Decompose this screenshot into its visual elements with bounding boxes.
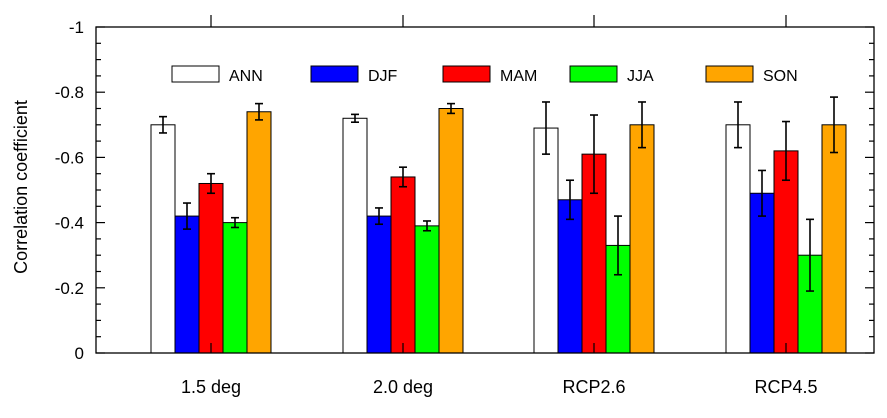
bar-djf-1 bbox=[366, 215, 392, 354]
legend-swatch bbox=[705, 65, 754, 83]
error-bar-djf-2 bbox=[566, 179, 574, 221]
bar-ann-2 bbox=[533, 127, 559, 354]
error-bar-djf-1 bbox=[375, 207, 383, 226]
y-axis-label: Correlation coefficient bbox=[11, 100, 31, 274]
legend-label: SON bbox=[763, 68, 798, 85]
error-bar-son-3 bbox=[830, 96, 838, 154]
bar-jja-1 bbox=[414, 225, 440, 354]
error-bars-layer bbox=[159, 96, 838, 292]
error-bar-ann-0 bbox=[159, 115, 167, 134]
bar-mam-0 bbox=[198, 182, 224, 354]
error-bar-son-2 bbox=[638, 101, 646, 149]
legend-item-ann: ANN bbox=[171, 65, 263, 85]
bars-layer bbox=[150, 108, 847, 354]
bar-son-2 bbox=[629, 124, 655, 354]
error-bar-jja-2 bbox=[614, 215, 622, 276]
legend-item-mam: MAM bbox=[442, 65, 537, 85]
y-tick-label: -0.6 bbox=[55, 148, 84, 167]
error-bar-mam-0 bbox=[207, 172, 215, 195]
error-bar-djf-0 bbox=[183, 202, 191, 230]
y-tick-label: -0.8 bbox=[55, 83, 84, 102]
bar-son-0 bbox=[246, 111, 272, 354]
y-tick-label: 0 bbox=[75, 344, 84, 363]
legend-swatch bbox=[442, 65, 491, 83]
error-bar-mam-2 bbox=[590, 114, 598, 195]
error-bar-jja-3 bbox=[806, 218, 814, 292]
legend-label: DJF bbox=[368, 68, 398, 85]
x-tick-labels: 1.5 deg 2.0 deg RCP2.6 RCP4.5 bbox=[181, 377, 818, 397]
error-bar-son-1 bbox=[447, 102, 455, 115]
x-tick-label: RCP2.6 bbox=[562, 377, 625, 397]
bar-ann-1 bbox=[342, 117, 368, 354]
y-tick-label: -0.2 bbox=[55, 279, 84, 298]
error-bar-jja-1 bbox=[423, 220, 431, 232]
legend-swatch bbox=[310, 65, 359, 83]
bar-jja-0 bbox=[222, 222, 248, 354]
bar-son-1 bbox=[438, 108, 464, 354]
error-bar-djf-3 bbox=[758, 169, 766, 217]
y-tick-label: -0.4 bbox=[55, 214, 84, 233]
x-tick-label: 1.5 deg bbox=[181, 377, 241, 397]
x-tick-label: RCP4.5 bbox=[754, 377, 817, 397]
x-tick-label: 2.0 deg bbox=[373, 377, 433, 397]
bar-djf-2 bbox=[557, 199, 583, 354]
y-axis-label-group: Correlation coefficient bbox=[11, 100, 31, 274]
error-bar-son-0 bbox=[255, 102, 263, 121]
error-bar-mam-3 bbox=[782, 120, 790, 182]
legend-item-djf: DJF bbox=[310, 65, 398, 85]
bar-ann-3 bbox=[725, 124, 751, 354]
legend: ANN DJF MAM JJA SON bbox=[171, 65, 798, 85]
bar-djf-3 bbox=[749, 192, 775, 354]
bar-ann-0 bbox=[150, 124, 176, 354]
legend-swatch bbox=[171, 65, 220, 83]
error-bar-ann-3 bbox=[734, 101, 742, 149]
y-tick-label: -1 bbox=[69, 18, 84, 37]
bar-mam-3 bbox=[773, 150, 799, 354]
legend-label: JJA bbox=[627, 68, 654, 85]
error-bar-ann-2 bbox=[542, 101, 550, 155]
legend-item-son: SON bbox=[705, 65, 798, 85]
legend-label: MAM bbox=[500, 68, 537, 85]
legend-item-jja: JJA bbox=[569, 65, 654, 85]
axis-ticks-layer bbox=[96, 15, 874, 354]
error-bar-ann-1 bbox=[351, 113, 359, 123]
bar-djf-0 bbox=[174, 215, 200, 354]
error-bar-mam-1 bbox=[399, 166, 407, 188]
legend-label: ANN bbox=[229, 68, 263, 85]
bar-mam-1 bbox=[390, 176, 416, 354]
bar-son-3 bbox=[821, 124, 847, 354]
y-tick-labels: 0 -0.2 -0.4 -0.6 -0.8 -1 bbox=[55, 18, 84, 363]
error-bar-jja-0 bbox=[231, 216, 239, 229]
legend-swatch bbox=[569, 65, 618, 83]
